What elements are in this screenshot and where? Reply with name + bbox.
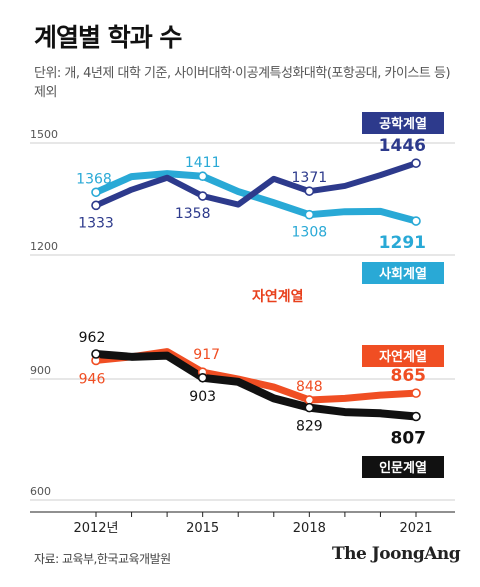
data-label-natural-2018: 848 bbox=[296, 379, 323, 395]
y-tick-label-1200: 1200 bbox=[30, 240, 58, 253]
data-point-engineering-2015 bbox=[197, 191, 208, 201]
data-label-natural-2015: 917 bbox=[193, 347, 220, 363]
x-tick-label-2021: 2021 bbox=[399, 521, 432, 536]
y-tick-label-1500: 1500 bbox=[30, 128, 58, 141]
data-point-social-2015 bbox=[197, 171, 208, 182]
source-note: 자료: 교육부,한국교육개발원 bbox=[34, 552, 171, 566]
data-label-engineering-2012: 1333 bbox=[78, 215, 114, 231]
legend-humanities: 인문계열 bbox=[379, 460, 427, 476]
x-tick-label-2012: 2012년 bbox=[73, 521, 118, 536]
legend-social-box bbox=[362, 262, 444, 284]
x-tick-label-2018: 2018 bbox=[293, 521, 326, 536]
legend-natural-box bbox=[362, 345, 444, 367]
unit-note: 단위: 개, 4년제 대학 기준, 사이버대학·이공계특성화대학(포항공대, 카… bbox=[34, 66, 451, 100]
data-label-engineering-2015: 1358 bbox=[175, 206, 211, 222]
data-label-engineering-2018: 1371 bbox=[292, 170, 328, 186]
data-label-engineering-2021: 1446 bbox=[379, 136, 426, 156]
data-label-natural-2021: 865 bbox=[391, 366, 427, 386]
data-label-social-2015: 1411 bbox=[185, 155, 221, 171]
data-point-humanities-2015 bbox=[197, 372, 208, 383]
series-line-engineering bbox=[93, 160, 419, 209]
data-point-social-2012 bbox=[91, 187, 101, 198]
series-line-social bbox=[92, 170, 420, 225]
data-label-humanities-2012: 962 bbox=[79, 330, 106, 346]
data-point-humanities-2018 bbox=[304, 402, 315, 413]
legend-engineering: 공학계열 bbox=[379, 116, 427, 132]
panel-title-lower: 자연계열 bbox=[252, 288, 304, 305]
data-point-social-2018 bbox=[304, 209, 315, 220]
legend-natural: 자연계열 bbox=[379, 349, 427, 365]
chart-title: 계열별 학과 수 bbox=[34, 23, 182, 52]
data-point-social-2021 bbox=[411, 216, 421, 226]
data-point-humanities-2012 bbox=[91, 349, 101, 359]
data-point-humanities-2021 bbox=[411, 411, 421, 422]
legend-humanities-box bbox=[362, 456, 444, 478]
series-line-humanities bbox=[92, 349, 420, 421]
brand-logo: The JoongAng bbox=[332, 544, 461, 564]
legend-engineering-box bbox=[362, 112, 444, 134]
data-label-natural-2012: 946 bbox=[79, 371, 106, 387]
data-label-social-2012: 1368 bbox=[76, 171, 112, 187]
y-tick-label-900: 900 bbox=[30, 364, 51, 377]
data-point-engineering-2021 bbox=[411, 158, 421, 168]
data-point-natural-2018 bbox=[304, 395, 315, 405]
data-point-natural-2021 bbox=[411, 388, 421, 398]
data-point-engineering-2012 bbox=[91, 200, 101, 211]
legend-social: 사회계열 bbox=[379, 266, 427, 282]
data-label-humanities-2018: 829 bbox=[296, 419, 323, 435]
data-label-humanities-2015: 903 bbox=[189, 389, 216, 405]
data-point-engineering-2018 bbox=[304, 186, 315, 196]
data-label-humanities-2021: 807 bbox=[391, 429, 427, 449]
data-label-social-2021: 1291 bbox=[379, 233, 426, 253]
data-label-social-2018: 1308 bbox=[292, 225, 328, 241]
y-tick-label-600: 600 bbox=[30, 485, 51, 498]
x-tick-label-2015: 2015 bbox=[186, 521, 219, 536]
